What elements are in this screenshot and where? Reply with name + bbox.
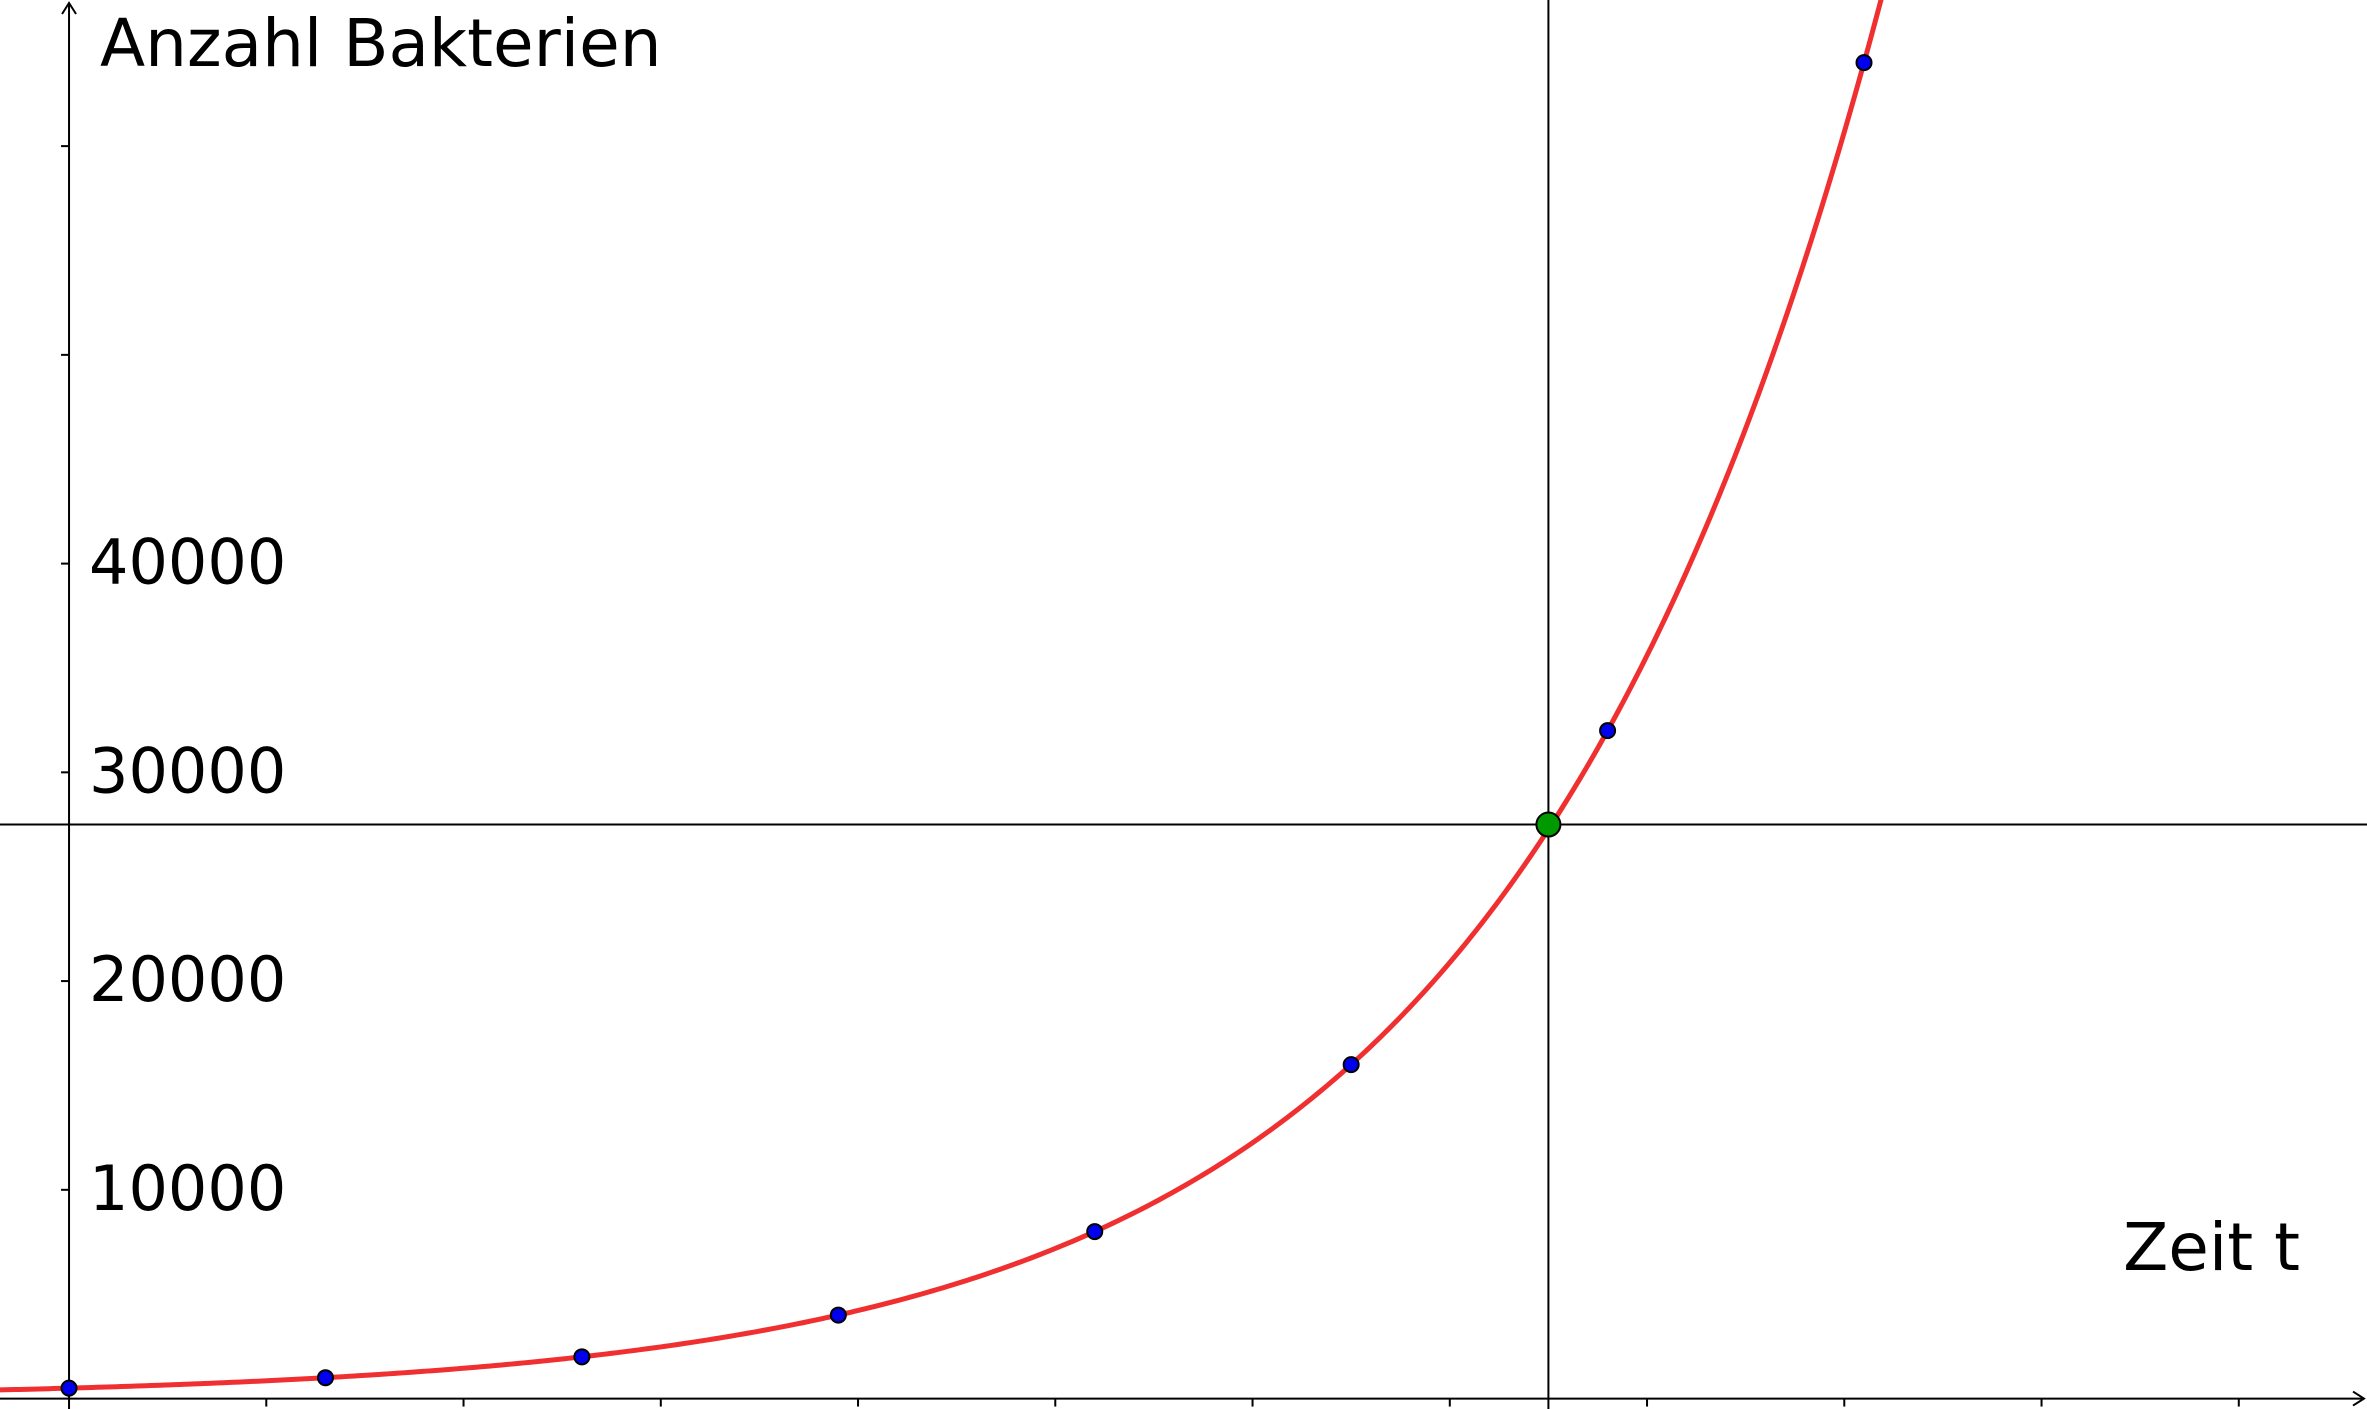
data-point [573,1348,591,1366]
y-tick-label: 40000 [89,526,286,599]
data-point [829,1306,847,1324]
data-point [1086,1223,1104,1241]
data-point [1342,1056,1360,1074]
data-point [60,1379,78,1397]
y-tick-label: 10000 [89,1152,286,1225]
x-tick-label: 80 [1608,1405,1687,1409]
data-point [1855,54,1873,72]
highlight-point [1535,811,1562,838]
ticks: 20 40 60 80 10000 20000 30000 40000 [61,145,2240,1409]
data-point [316,1369,334,1387]
data-point [1599,722,1617,740]
y-tick-label: 20000 [89,943,286,1016]
x-tick-label: 60 [1213,1405,1292,1409]
curve-layer [0,0,1884,1393]
x-axis-title: Zeit t [2123,1209,2300,1286]
x-tick-label: 40 [819,1405,898,1409]
x-tick-label: 20 [424,1405,503,1409]
exponential-curve [0,0,1884,1393]
y-tick-label: 30000 [89,734,286,807]
data-points [60,54,1873,1397]
y-axis-arrow [61,1,77,15]
x-axis-arrow [2352,1390,2366,1407]
y-axis-title: Anzahl Bakterien [100,5,662,82]
